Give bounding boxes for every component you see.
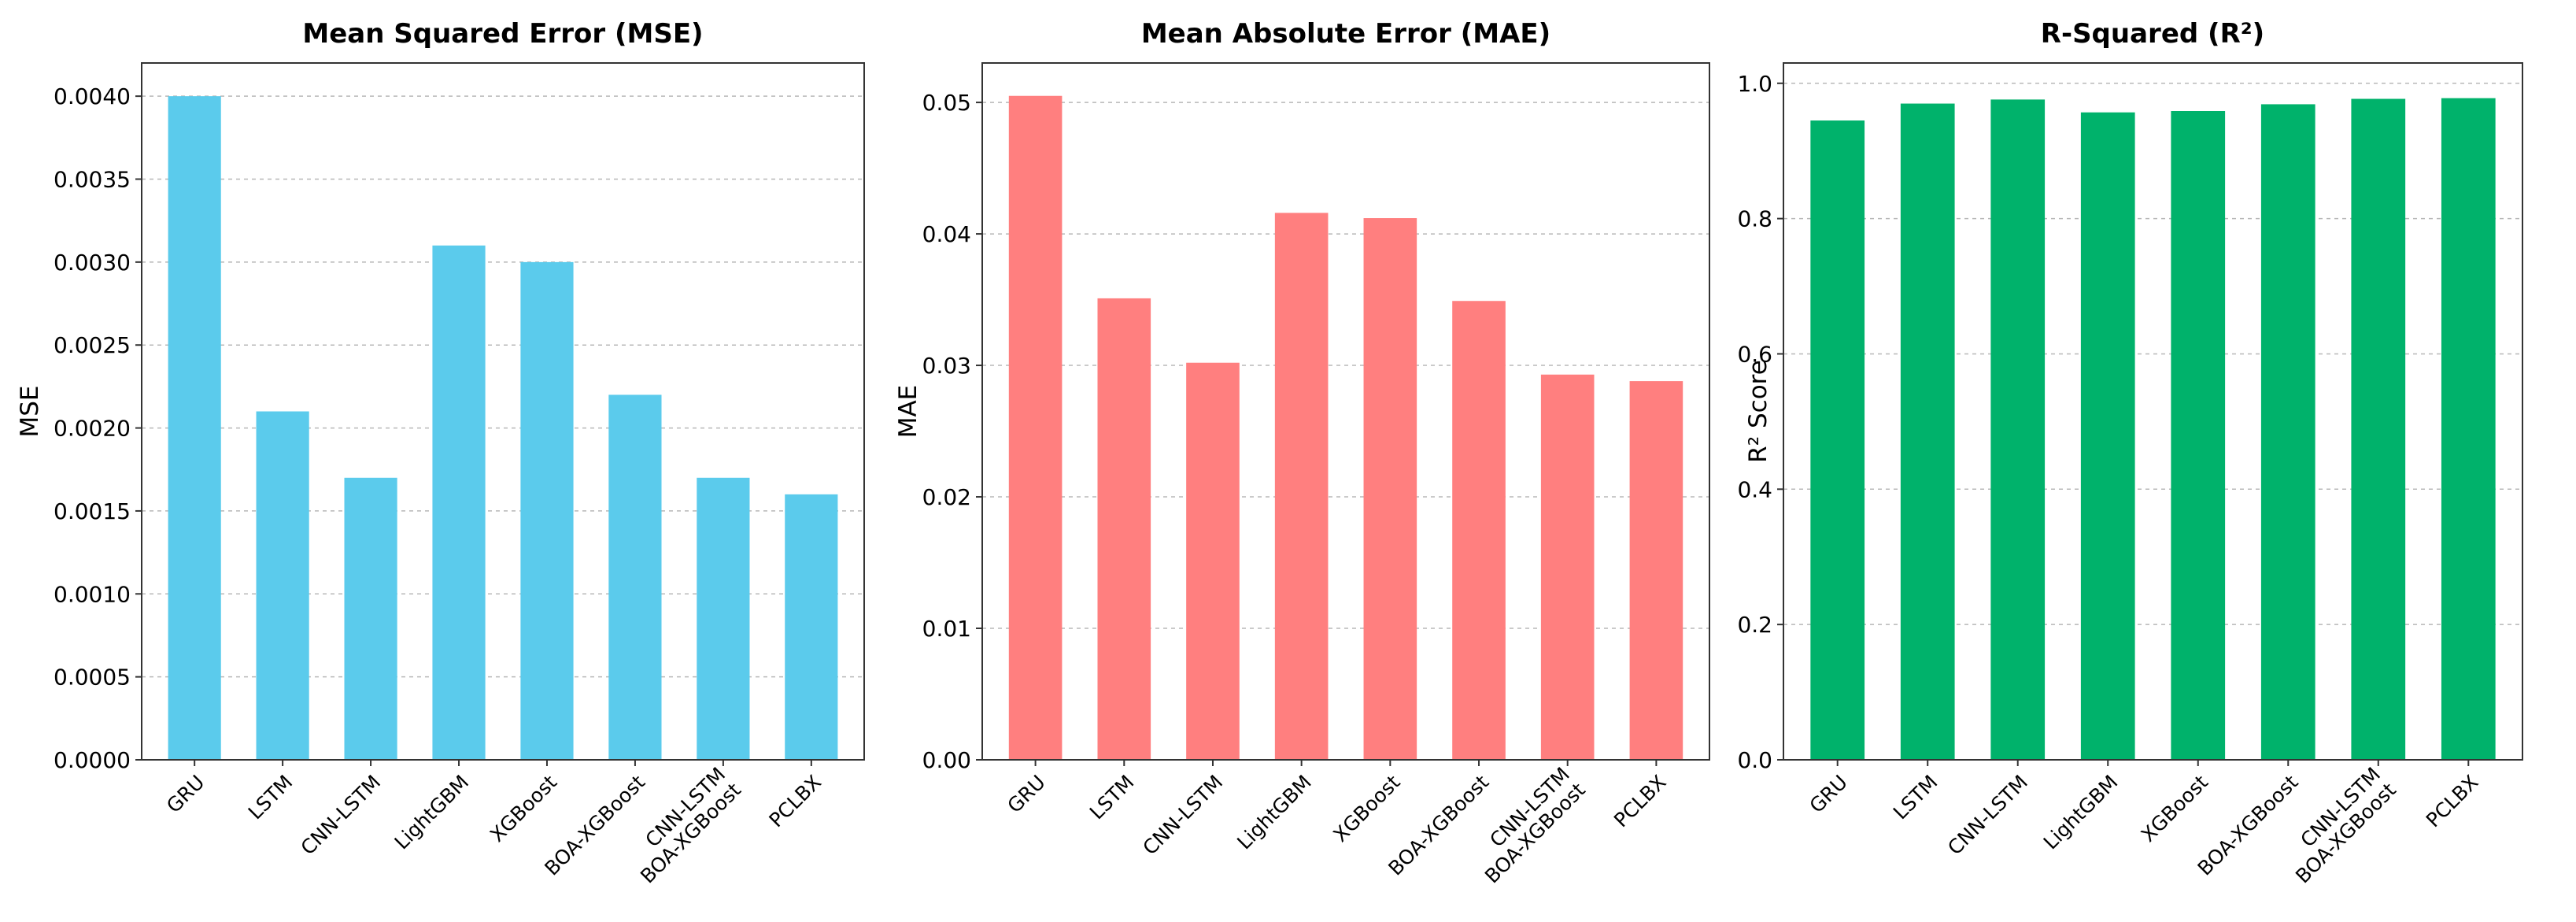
bar-gru [168, 96, 221, 760]
x-tick-label: XGBoost [2137, 771, 2212, 846]
chart-title: Mean Squared Error (MSE) [302, 18, 703, 50]
x-tick-label: GRU [1805, 771, 1852, 817]
y-tick-label: 0.0000 [54, 747, 131, 773]
y-tick-label: 0.05 [922, 90, 971, 116]
x-tick-label: LSTM [1889, 771, 1942, 824]
x-tick-label-line: XGBoost [2137, 771, 2212, 846]
x-tick-label-line: GRU [1805, 771, 1852, 817]
plot-frame [981, 62, 1710, 761]
x-tick-label: PCLBX [764, 771, 826, 832]
bar-cnn-lstm-boa-xgboost [2351, 98, 2406, 761]
bar-lightgbm [432, 245, 486, 760]
x-tick-label-line: LightGBM [1233, 771, 1316, 854]
x-tick-label-line: PCLBX [1610, 771, 1671, 832]
chart-panel-3: R-Squared (R²) R² Score 0.0 0.2 0.4 0.6 0.8 1.0… [1737, 18, 2523, 887]
y-axis-label: R² Score [1744, 360, 1772, 463]
x-tick-label: LightGBM [390, 771, 474, 854]
x-tick-label: LSTM [244, 771, 298, 824]
x-tick-label-line: XGBoost [486, 771, 561, 846]
x-tick-label: LightGBM [2039, 771, 2123, 854]
x-tick-label-line: CNN-LSTM [1138, 771, 1227, 860]
bar-cnn-lstm [1186, 362, 1240, 760]
bar-lightgbm [1274, 213, 1329, 760]
x-tick-label: PCLBX [2422, 771, 2483, 832]
y-tick-label: 0.0020 [54, 416, 131, 442]
x-tick-label-line: CNN-LSTM [1943, 771, 2032, 860]
x-tick-label: XGBoost [1329, 771, 1404, 846]
y-tick-label: 1.0 [1737, 71, 1772, 97]
bar-boa-xgboost [2260, 104, 2315, 761]
x-tick-label-line: LSTM [1085, 771, 1139, 824]
chart-title: R-Squared (R²) [2041, 18, 2264, 50]
y-tick-label: 0.02 [922, 484, 971, 510]
y-tick-label: 0.0025 [54, 332, 131, 358]
y-tick-label: 0.6 [1737, 341, 1772, 367]
bar-pclbx [1629, 381, 1683, 760]
y-axis-label: MAE [894, 385, 922, 439]
y-axis-label: MSE [16, 385, 44, 437]
y-tick-label: 0.04 [922, 221, 971, 247]
bar-xgboost [1363, 218, 1417, 761]
x-tick-label-line: LightGBM [390, 771, 474, 854]
y-tick-label: 0.8 [1737, 206, 1772, 232]
plot-frame [1783, 62, 2523, 761]
bar-lstm [1097, 298, 1151, 760]
bar-xgboost [520, 261, 574, 760]
bar-cnn-lstm-boa-xgboost [1540, 374, 1595, 760]
x-tick-label: CNN-LSTM [1138, 771, 1227, 860]
bar-pclbx [785, 494, 838, 760]
x-tick-label-line: XGBoost [1329, 771, 1404, 846]
x-tick-label: PCLBX [1610, 771, 1671, 832]
bar-cnn-lstm-boa-xgboost [697, 477, 750, 760]
x-tick-label: CNN-LSTM [297, 771, 386, 860]
bar-cnn-lstm [344, 477, 397, 760]
bar-boa-xgboost [608, 394, 662, 760]
x-tick-label-line: CNN-LSTM [297, 771, 386, 860]
chart-panel-2: Mean Absolute Error (MAE) MAE 0.00 0.01 0.02… [894, 18, 1710, 887]
x-tick-label-line: LSTM [244, 771, 298, 824]
chart-title: Mean Absolute Error (MAE) [1141, 18, 1550, 50]
y-tick-label: 0.0040 [54, 83, 131, 109]
plot-frame [141, 62, 865, 761]
y-tick-label: 0.03 [922, 353, 971, 379]
x-tick-label-line: GRU [162, 771, 209, 817]
x-tick-label: XGBoost [486, 771, 561, 846]
x-tick-label: LSTM [1085, 771, 1139, 824]
x-tick-label-line: PCLBX [2422, 771, 2483, 832]
y-tick-label: 0.0 [1737, 747, 1772, 773]
bar-cnn-lstm [1990, 99, 2046, 760]
x-tick-label-line: LightGBM [2039, 771, 2123, 854]
bar-boa-xgboost [1452, 301, 1506, 760]
x-tick-label: GRU [162, 771, 209, 817]
y-tick-label: 0.0005 [54, 665, 131, 691]
bar-xgboost [2171, 111, 2226, 760]
y-tick-label: 0.0015 [54, 498, 131, 524]
bar-lightgbm [2080, 112, 2135, 761]
x-tick-label-line: LSTM [1889, 771, 1942, 824]
x-tick-label: LightGBM [1233, 771, 1316, 854]
y-tick-label: 0.00 [922, 747, 971, 773]
x-tick-label: CNN-LSTM [1943, 771, 2032, 860]
bar-gru [1810, 120, 1865, 760]
y-tick-label: 0.2 [1737, 612, 1772, 638]
y-tick-label: 0.01 [922, 616, 971, 642]
bar-pclbx [2441, 98, 2496, 760]
y-tick-label: 0.4 [1737, 476, 1772, 502]
chart-panel-1: Mean Squared Error (MSE) MSE 0.0000 0.0005 0… [16, 18, 865, 887]
bar-gru [1008, 95, 1063, 760]
y-tick-label: 0.0035 [54, 167, 131, 193]
bar-lstm [256, 411, 309, 760]
x-tick-label-line: GRU [1003, 771, 1049, 817]
y-tick-label: 0.0030 [54, 250, 131, 276]
y-tick-label: 0.0010 [54, 581, 131, 607]
bar-lstm [1900, 103, 1955, 760]
x-tick-label: GRU [1003, 771, 1049, 817]
x-tick-label-line: PCLBX [764, 771, 826, 832]
